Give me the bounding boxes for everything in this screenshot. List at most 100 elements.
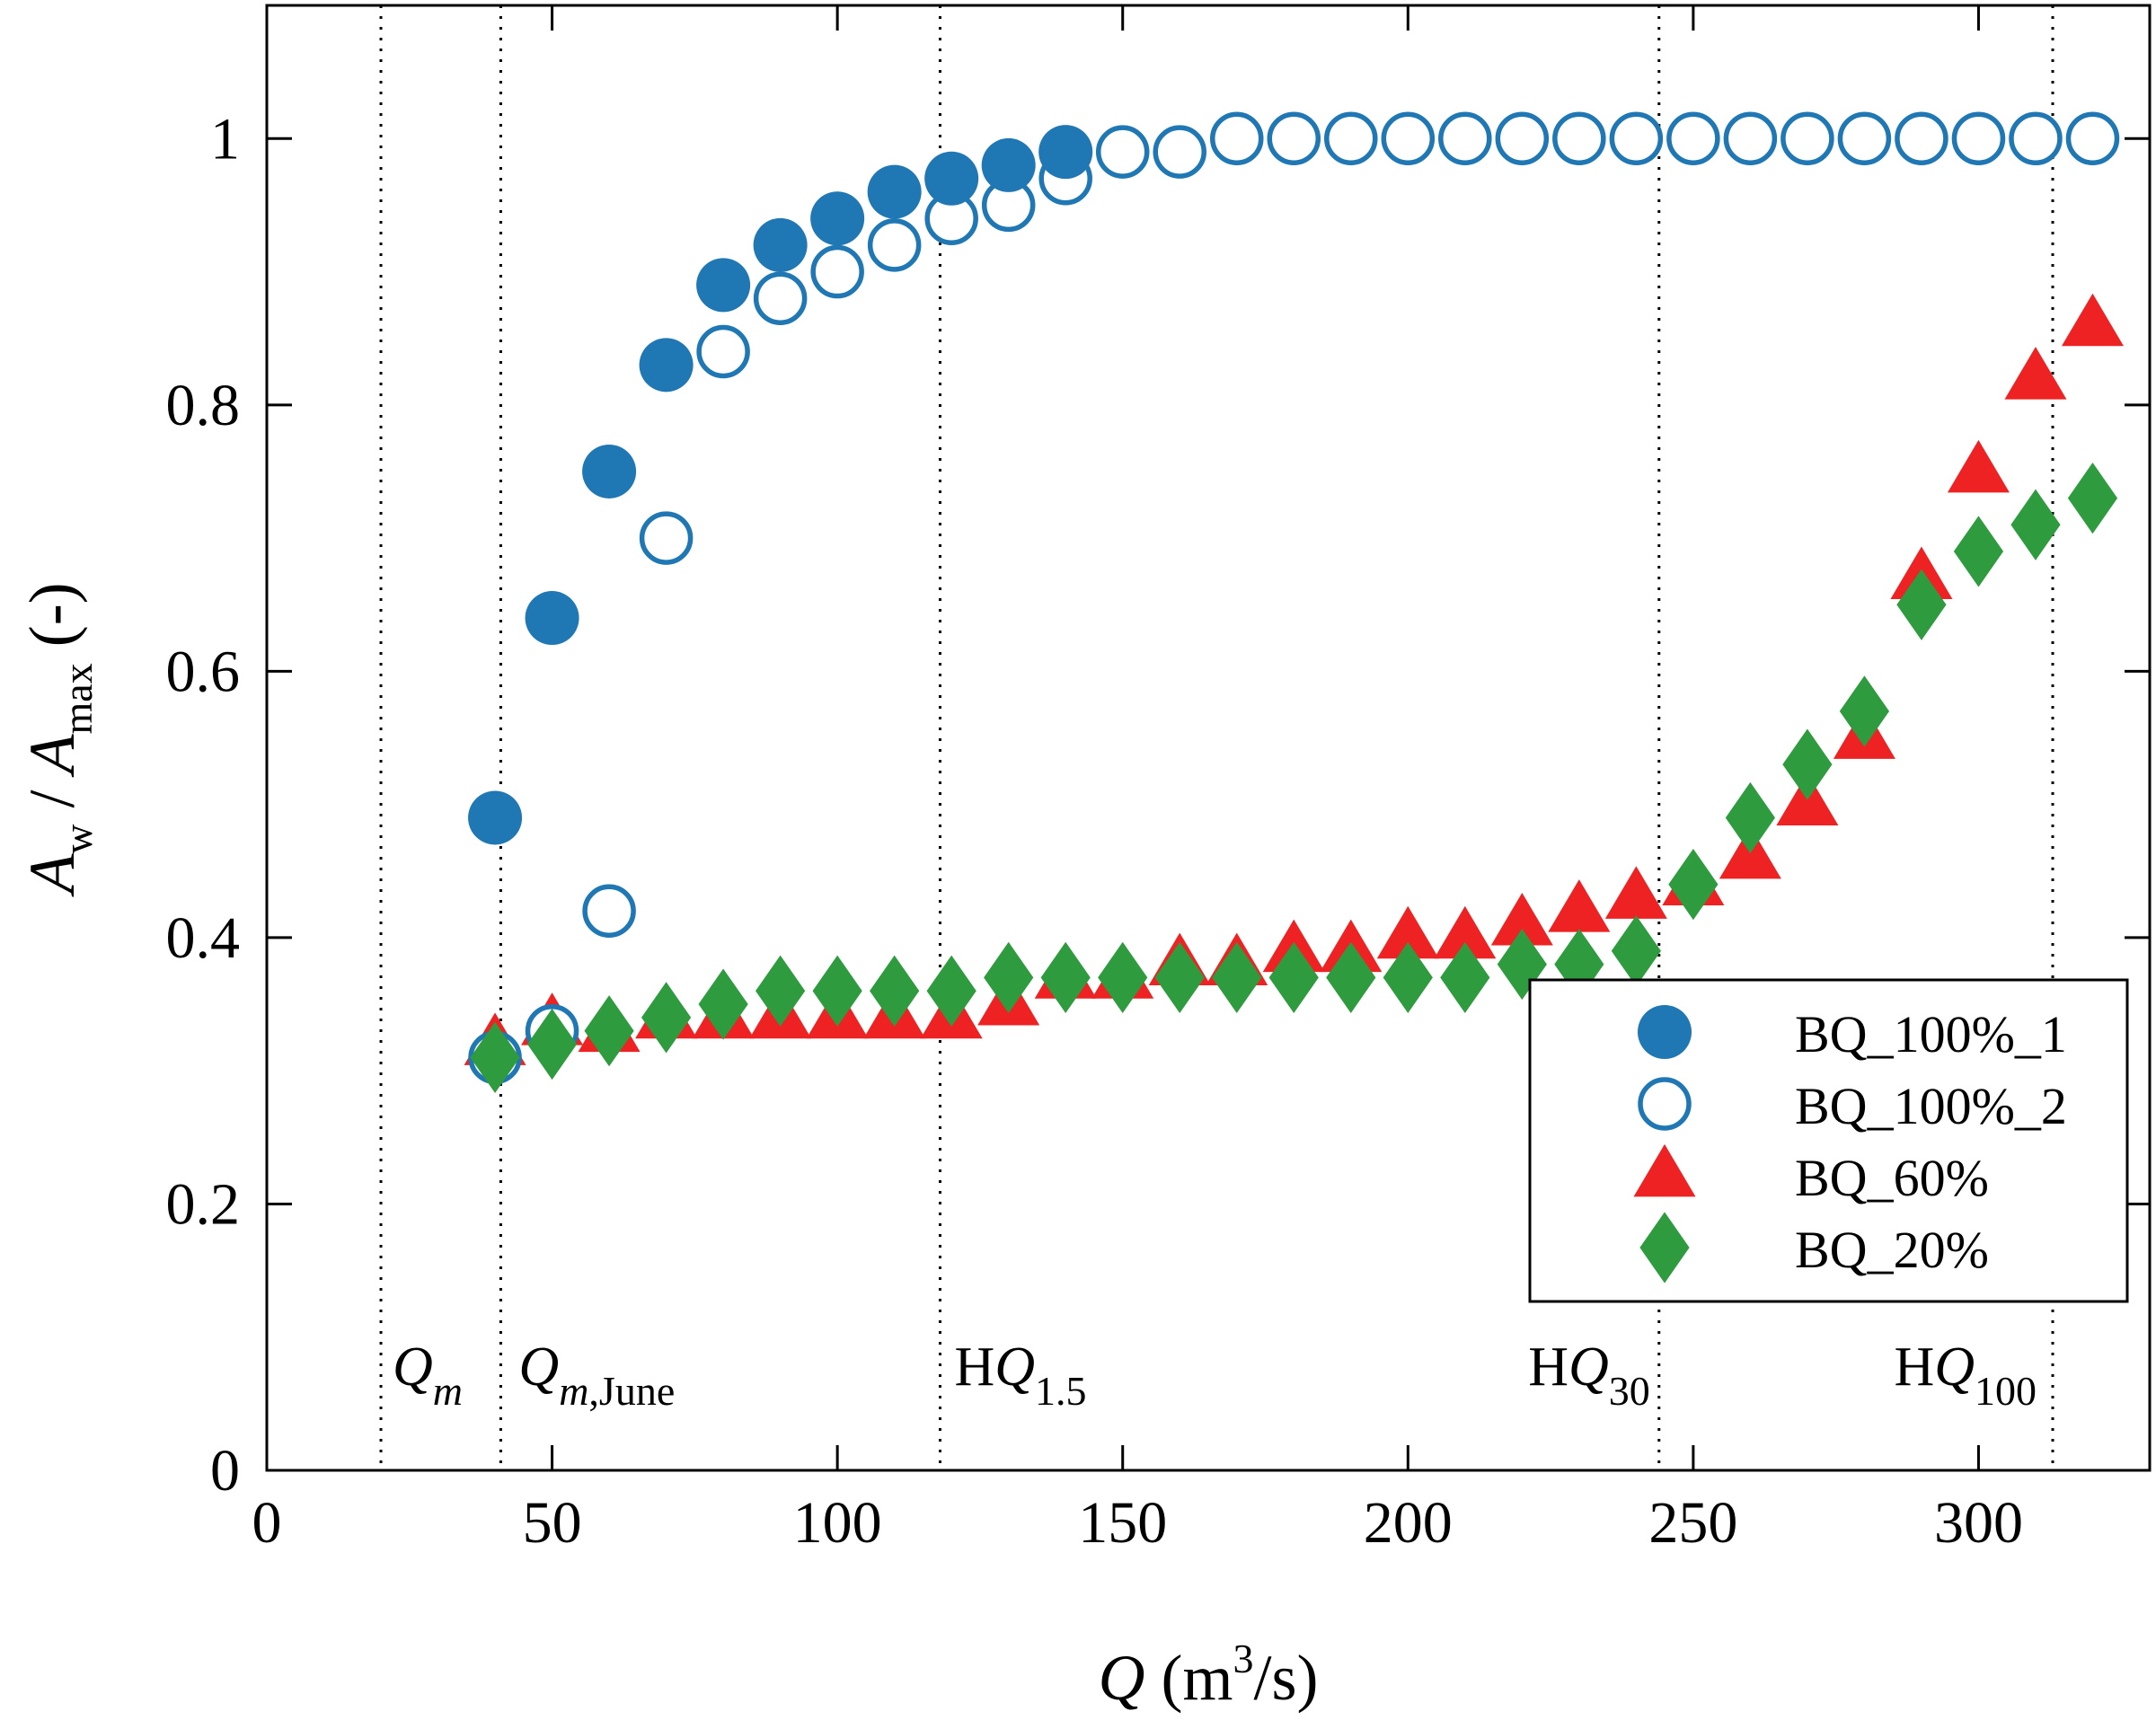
data-point — [2010, 489, 2061, 560]
series-BQ_20% — [470, 463, 2118, 1093]
y-tick-label: 0.2 — [166, 1171, 241, 1237]
data-point — [1780, 111, 1834, 166]
legend-marker — [1638, 1077, 1692, 1131]
data-point — [1947, 439, 2010, 493]
legend: BQ_100%_1 BQ_100%_2 BQ_60% BQ_20% — [1528, 978, 2129, 1303]
y-axis-title-sub: w — [55, 824, 101, 854]
plot-frame — [265, 4, 2152, 1472]
data-point — [2061, 293, 2124, 347]
data-point — [1095, 125, 1150, 179]
data-point — [1268, 941, 1319, 1013]
data-point — [1376, 905, 1439, 959]
data-point — [1381, 111, 1436, 166]
x-axis-title-unit: (m — [1145, 1642, 1233, 1714]
data-point — [1839, 675, 1890, 747]
reference-label-sub: 1.5 — [1035, 1368, 1087, 1414]
data-point — [526, 1008, 578, 1081]
y-axis-title-text: Aw / Amax (-) — [16, 582, 101, 896]
data-point — [1668, 849, 1719, 921]
x-tick-label: 100 — [793, 1490, 882, 1556]
reference-label-main: Q — [1568, 1336, 1609, 1398]
reference-label-sub: 30 — [1609, 1368, 1650, 1414]
data-point — [867, 164, 922, 219]
data-point — [2067, 463, 2118, 534]
data-point — [812, 955, 862, 1027]
data-point — [2065, 111, 2120, 166]
data-point — [1267, 111, 1321, 166]
data-point — [525, 591, 579, 646]
y-tick-label: 1 — [210, 106, 240, 172]
data-markers — [464, 111, 2124, 1093]
x-axis-title-unit-close: /s) — [1253, 1642, 1318, 1714]
data-point — [1552, 111, 1606, 166]
x-tick-label: 0 — [252, 1490, 282, 1556]
legend-label: BQ_20% — [1795, 1221, 1989, 1279]
data-point — [924, 151, 979, 206]
y-axis-title-sub2: max — [55, 663, 101, 734]
y-axis-title-unit: (-) — [16, 582, 88, 663]
data-point — [1604, 866, 1667, 919]
x-axis-title: Q (m3/s) — [1099, 1636, 1319, 1714]
data-point — [582, 884, 636, 939]
data-point — [1098, 941, 1148, 1013]
data-point — [870, 955, 920, 1027]
data-point — [1495, 111, 1550, 166]
data-point — [755, 955, 806, 1027]
x-axis-title-sup: 3 — [1233, 1636, 1253, 1681]
y-tick-label: 0.6 — [166, 639, 241, 704]
series-BQ_100%_2 — [468, 111, 2120, 1085]
data-point — [1326, 941, 1376, 1013]
reference-line-label: HQ30 — [1528, 1336, 1650, 1414]
legend-marker — [1633, 1143, 1696, 1197]
y-tick-label: 0 — [210, 1438, 240, 1504]
y-axis-title-symbol2: A — [16, 733, 88, 777]
x-axis-title-text: Q (m3/s) — [1099, 1636, 1319, 1714]
data-point — [1666, 111, 1720, 166]
series-BQ_100%_1 — [468, 125, 1093, 845]
data-point — [867, 218, 922, 272]
data-point — [696, 258, 751, 313]
data-point — [926, 955, 976, 1027]
data-point — [1953, 516, 2004, 587]
reference-lines: Qm Qm,June HQ1.5 HQ30 HQ100 — [379, 5, 2054, 1470]
data-point — [1383, 941, 1433, 1013]
data-point — [1837, 111, 1892, 166]
data-point — [1895, 111, 1948, 166]
reference-label-prefix: H — [1528, 1336, 1568, 1398]
data-point — [1434, 905, 1497, 959]
legend-label: BQ_60% — [1795, 1149, 1989, 1207]
data-point — [810, 191, 865, 246]
x-axis-title-symbol: Q — [1099, 1642, 1145, 1714]
legend-marker — [1638, 1005, 1692, 1059]
y-axis-title: Aw / Amax (-) — [16, 582, 101, 896]
data-point — [1153, 125, 1206, 179]
x-tick-label: 50 — [523, 1490, 582, 1556]
data-point — [1438, 111, 1492, 166]
data-point — [1896, 569, 1947, 640]
data-point — [639, 511, 694, 565]
data-point — [1951, 111, 2006, 166]
x-tick-label: 150 — [1078, 1490, 1167, 1556]
data-point — [1609, 111, 1664, 166]
data-point — [470, 1021, 520, 1093]
x-tick-label: 200 — [1364, 1490, 1453, 1556]
data-point — [468, 790, 523, 845]
data-point — [1440, 941, 1490, 1013]
data-point — [582, 444, 637, 498]
data-point — [1040, 941, 1091, 1013]
data-point — [2004, 347, 2067, 400]
data-point — [696, 324, 750, 379]
legend-label: BQ_100%_1 — [1795, 1005, 2067, 1063]
reference-label-main: Q — [994, 1336, 1035, 1398]
data-point — [584, 995, 634, 1067]
reference-label-main: Q — [393, 1336, 433, 1398]
legend-marker — [1639, 1212, 1690, 1284]
data-point — [1725, 781, 1775, 854]
data-point — [1490, 892, 1553, 946]
data-point — [1611, 915, 1661, 987]
data-point — [698, 968, 748, 1040]
data-point — [2009, 111, 2063, 166]
reference-line-label: Qm,June — [518, 1336, 675, 1414]
